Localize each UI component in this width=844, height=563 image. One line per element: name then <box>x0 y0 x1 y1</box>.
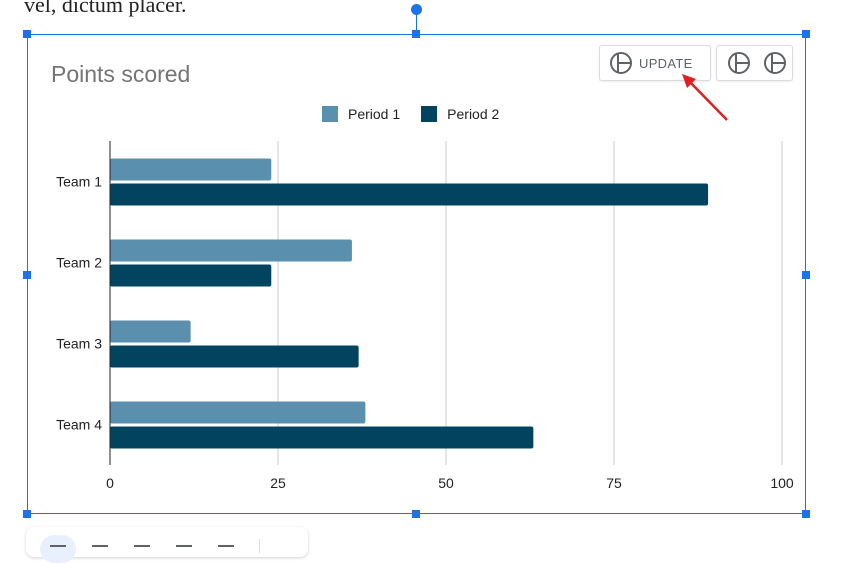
category-label: Team 2 <box>56 255 102 271</box>
bar <box>110 427 533 449</box>
x-tick-label: 50 <box>438 475 454 491</box>
category-label: Team 1 <box>56 174 102 190</box>
bar <box>110 321 191 343</box>
bar <box>110 240 352 262</box>
inline-wrap-button[interactable] <box>40 535 76 563</box>
category-label: Team 3 <box>56 336 102 352</box>
bar <box>110 265 271 287</box>
category-label: Team 4 <box>56 417 102 433</box>
image-options-toolbar <box>26 527 308 557</box>
bar <box>110 402 365 424</box>
bar <box>110 159 271 181</box>
x-tick-label: 25 <box>270 475 286 491</box>
toolbar-divider <box>259 539 260 553</box>
bar <box>110 346 359 368</box>
x-tick-label: 75 <box>606 475 622 491</box>
x-tick-label: 0 <box>106 475 114 491</box>
bar-chart-plot: 0 25 50 75 100 Team 1 Team 2 Team 3 Team 4 <box>0 0 844 547</box>
x-tick-label: 100 <box>770 475 794 491</box>
bar <box>110 184 708 206</box>
